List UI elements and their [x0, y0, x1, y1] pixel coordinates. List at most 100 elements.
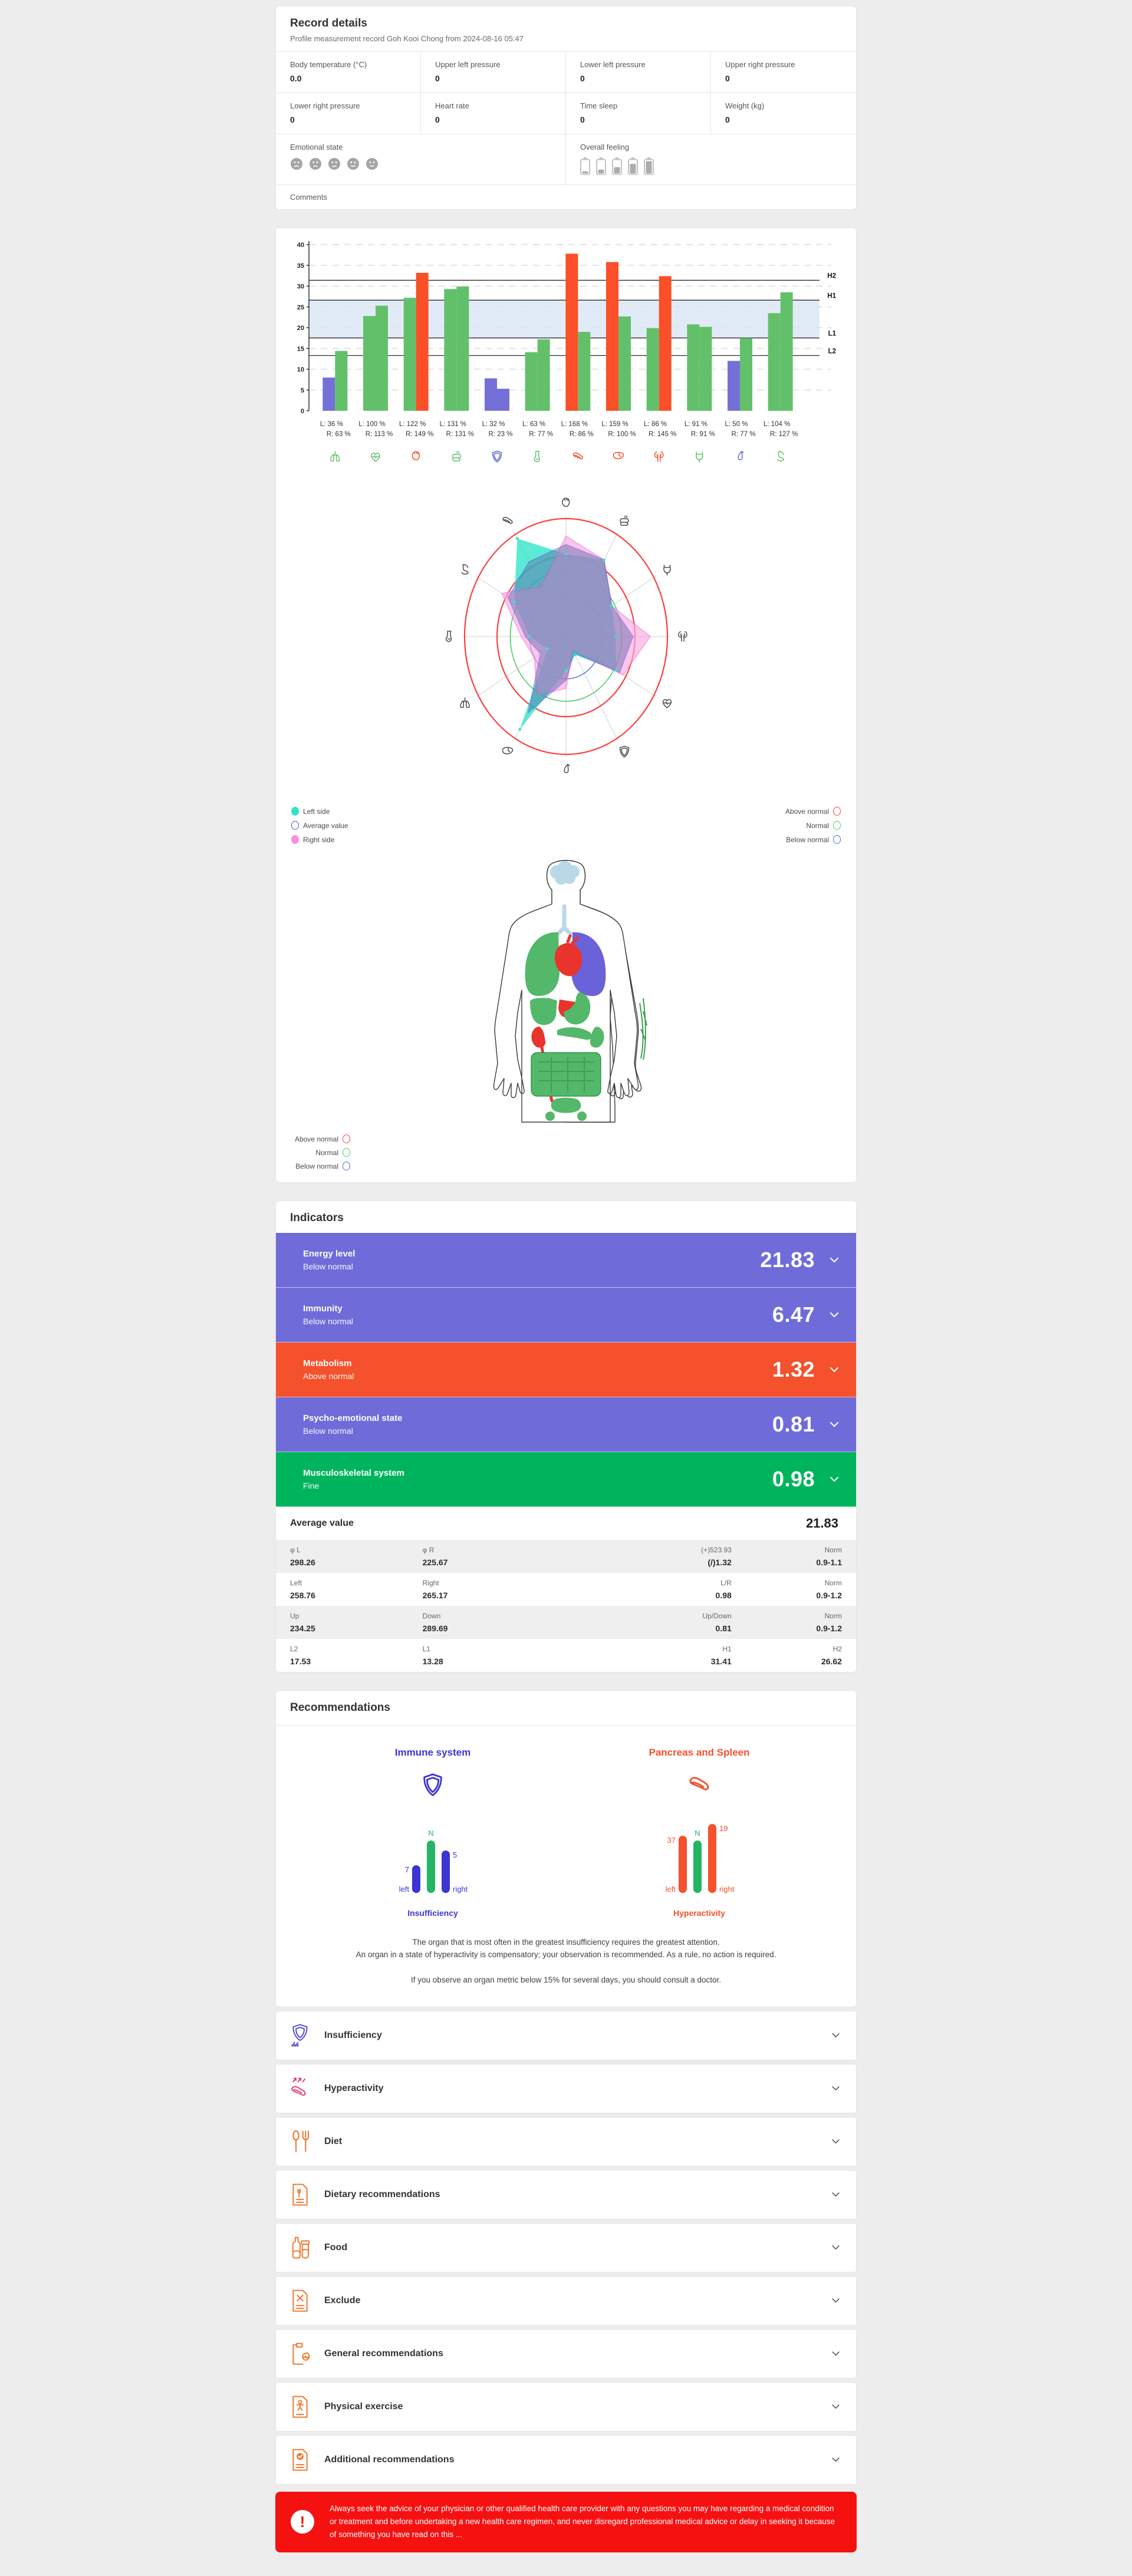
- charts-card: 0 5 10 15 20 25 30 35 40 H2 H1 L1 L2 L: 36 % R: 63 % L:…: [275, 227, 857, 1183]
- pancreas-icon: [686, 1772, 713, 1799]
- battery-icon[interactable]: [612, 157, 622, 175]
- record-field: Body temperature (°C) 0.0: [276, 52, 421, 93]
- esophagus-icon: [445, 631, 452, 642]
- accordion-label: Exclude: [324, 2295, 361, 2305]
- chevron-down-icon[interactable]: [832, 2351, 840, 2356]
- metrics-cell: L1 13.28: [423, 1645, 555, 1666]
- accordion-hyperactivity[interactable]: Hyperactivity: [275, 2063, 857, 2113]
- chevron-down-icon[interactable]: [832, 2457, 840, 2462]
- pancreas-mini-bars: 37 left N 19 right: [666, 1824, 735, 1894]
- chevron-down-icon[interactable]: [830, 1367, 838, 1373]
- body-organs-diagram: [276, 852, 856, 1132]
- chevron-down-icon[interactable]: [832, 2404, 840, 2409]
- metrics-cell-label: Up/Down: [702, 1612, 732, 1620]
- metrics-cell-value: 298.26: [290, 1558, 315, 1567]
- gallbladder-icon: [564, 764, 570, 773]
- accordion-food[interactable]: Food: [275, 2222, 857, 2272]
- metrics-cell-label: H2: [832, 1645, 842, 1653]
- emotion-face-icons[interactable]: [290, 157, 551, 170]
- doc-check-icon: [289, 2448, 311, 2472]
- esophagus-icon: [534, 451, 540, 463]
- indicator-row-immunity[interactable]: Immunity Below normal 6.47: [276, 1288, 856, 1343]
- svg-text:L: 131 %: L: 131 %: [440, 421, 466, 428]
- chevron-down-icon[interactable]: [832, 2086, 840, 2091]
- accordion-exclude[interactable]: Exclude: [275, 2275, 857, 2326]
- svg-text:L: 63 %: L: 63 %: [522, 421, 545, 428]
- svg-text:L: 91 %: L: 91 %: [685, 421, 708, 428]
- very-sad-face-icon[interactable]: [290, 157, 303, 170]
- chevron-down-icon[interactable]: [832, 2139, 840, 2144]
- doc-x-icon: [289, 2288, 311, 2313]
- comments-label[interactable]: Comments: [276, 184, 856, 209]
- record-field: Lower left pressure 0: [566, 52, 711, 93]
- heart-anat-icon: [412, 451, 420, 461]
- metrics-cell-label: (+)523.93: [701, 1546, 732, 1554]
- legend-label: Left side: [303, 807, 330, 816]
- intestine-icon: [452, 451, 462, 461]
- accordion-physical-exercise[interactable]: Physical exercise: [275, 2382, 857, 2432]
- right-kidney-shape: [590, 1027, 604, 1048]
- focus-organ-title: Immune system: [394, 1747, 471, 1758]
- record-field: Upper left pressure 0: [421, 52, 566, 93]
- intestine-icon: [620, 515, 629, 526]
- sad-face-icon[interactable]: [309, 157, 322, 170]
- record-field: Weight (kg) 0: [711, 93, 856, 134]
- svg-text:5: 5: [453, 1851, 457, 1859]
- svg-text:37: 37: [667, 1836, 676, 1845]
- accordion-dietary-recommendations[interactable]: Dietary recommendations: [275, 2169, 857, 2219]
- metrics-table-row: Up 234.25 Down 289.69 Up/Down 0.81 Norm 0.9-1.2: [276, 1606, 856, 1639]
- battery-icon[interactable]: [596, 157, 606, 175]
- record-details-subtitle: Profile measurement record Goh Kooi Chon…: [290, 34, 524, 43]
- average-value-row: Average value 21.83: [276, 1507, 856, 1540]
- doc-cutlery-icon: [289, 2182, 311, 2207]
- svg-text:R: 63 %: R: 63 %: [327, 431, 351, 438]
- accordion-additional-recommendations[interactable]: Additional recommendations: [275, 2435, 857, 2485]
- smile-face-icon[interactable]: [347, 157, 360, 170]
- uncertain-face-icon[interactable]: [328, 157, 341, 170]
- bar-left-heart-pulse: [363, 316, 376, 411]
- indicator-row-psycho-emotional-state[interactable]: Psycho-emotional state Below normal 0.81: [276, 1397, 856, 1452]
- chevron-down-icon[interactable]: [832, 2033, 840, 2038]
- chevron-down-icon[interactable]: [832, 2245, 840, 2250]
- record-field: Lower right pressure 0: [276, 93, 421, 134]
- svg-text:L: 36 %: L: 36 %: [320, 421, 343, 428]
- battery-icon[interactable]: [644, 157, 654, 175]
- legend-label: Normal: [315, 1148, 338, 1157]
- accordion-diet[interactable]: Diet: [275, 2116, 857, 2166]
- focus-organs: Immune system 7 left N 5 right Insufficiency Pa…: [276, 1726, 856, 1921]
- accordion-insufficiency[interactable]: Insufficiency: [275, 2010, 857, 2060]
- neutral-face-icon[interactable]: [366, 157, 379, 170]
- chevron-down-icon[interactable]: [830, 1421, 838, 1427]
- disclaimer-banner: ! Always seek the advice of your physici…: [275, 2491, 857, 2552]
- chevron-down-icon[interactable]: [832, 2298, 840, 2303]
- battery-icons[interactable]: [580, 157, 842, 175]
- organ-bar-chart: 0 5 10 15 20 25 30 35 40 H2 H1 L1 L2 L: 36 % R: 63 % L:…: [276, 228, 856, 480]
- svg-text:R: 23 %: R: 23 %: [489, 431, 513, 438]
- svg-text:25: 25: [297, 304, 304, 311]
- metrics-cell-label: L2: [290, 1645, 298, 1653]
- legend-label: Above normal: [785, 807, 829, 816]
- indicator-row-metabolism[interactable]: Metabolism Above normal 1.32: [276, 1343, 856, 1397]
- accordion-label: Food: [324, 2242, 348, 2252]
- chevron-down-icon[interactable]: [830, 1476, 838, 1482]
- record-field-value: 0: [580, 115, 585, 124]
- cutlery-icon: [289, 2129, 311, 2154]
- svg-text:R: 77 %: R: 77 %: [732, 431, 756, 438]
- indicator-row-energy-level[interactable]: Energy level Below normal 21.83: [276, 1233, 856, 1288]
- legend-item: Below normal: [291, 1162, 841, 1170]
- accordion-general-recommendations[interactable]: General recommendations: [275, 2328, 857, 2379]
- metrics-table-row: Left 258.76 Right 265.17 L/R 0.98 Norm 0.9-1.2: [276, 1573, 856, 1606]
- indicator-row-musculoskeletal-system[interactable]: Musculoskeletal system Fine 0.98: [276, 1452, 856, 1507]
- metrics-cell: (+)523.93 (/)1.32: [555, 1546, 732, 1567]
- accordion-label: Diet: [324, 2136, 343, 2146]
- bar-left-shield: [485, 378, 497, 411]
- battery-icon[interactable]: [580, 157, 590, 175]
- svg-text:R: 149 %: R: 149 %: [406, 431, 433, 438]
- chevron-down-icon[interactable]: [830, 1312, 838, 1318]
- metrics-cell-value: 0.81: [715, 1624, 732, 1633]
- body-status-legend: Above normal Normal Below normal: [276, 1132, 856, 1182]
- battery-icon[interactable]: [628, 157, 638, 175]
- chevron-down-icon[interactable]: [830, 1257, 838, 1263]
- chevron-down-icon[interactable]: [832, 2192, 840, 2197]
- legend-item: Above normal: [785, 807, 841, 816]
